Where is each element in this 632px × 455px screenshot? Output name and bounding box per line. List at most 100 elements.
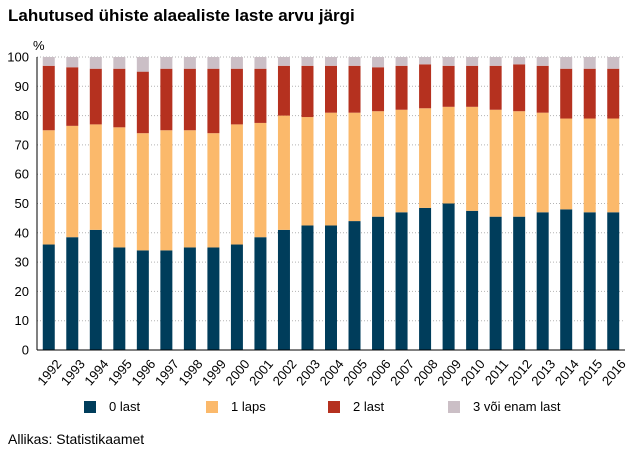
bar-segment bbox=[66, 125, 79, 238]
bar-segment bbox=[348, 65, 361, 113]
bar-segment bbox=[325, 65, 337, 113]
bar-segment bbox=[536, 65, 549, 113]
y-tick-label: 60 bbox=[15, 167, 29, 182]
bar-segment bbox=[442, 106, 455, 204]
legend-swatch bbox=[448, 400, 460, 413]
bar-segment bbox=[183, 68, 196, 131]
y-tick-label: 0 bbox=[22, 343, 29, 358]
bar-segment bbox=[607, 57, 620, 69]
bar-segment bbox=[254, 68, 267, 123]
x-tick-labels: 1992199319941995199619971998199920002001… bbox=[34, 356, 629, 388]
bar-segment bbox=[136, 133, 149, 251]
bar-segment bbox=[136, 71, 149, 134]
bar-segment bbox=[466, 106, 479, 211]
legend: 0 last 1 laps 2 last 3 või enam last bbox=[0, 399, 632, 419]
source-note: Allikas: Statistikaamet bbox=[8, 431, 145, 447]
bar-segment bbox=[183, 130, 196, 248]
bar-segment bbox=[113, 247, 126, 350]
bar-segment bbox=[325, 112, 337, 226]
bar-segment bbox=[301, 65, 314, 118]
bar-segment bbox=[489, 216, 502, 350]
bar-segment bbox=[372, 67, 385, 112]
bar-segment bbox=[536, 212, 549, 350]
bar-segment bbox=[560, 57, 573, 69]
x-tick-label: 2012 bbox=[505, 356, 535, 388]
y-tick-label: 80 bbox=[15, 108, 29, 123]
x-tick-label: 2005 bbox=[340, 356, 370, 388]
bar-segment bbox=[277, 229, 290, 350]
bar-segment bbox=[277, 65, 290, 116]
bar-segment bbox=[254, 57, 267, 69]
legend-item: 3 või enam last bbox=[448, 399, 560, 414]
bar-segment bbox=[419, 207, 432, 350]
bar-segment bbox=[230, 244, 243, 350]
bar-segment bbox=[183, 57, 196, 69]
x-tick-label: 1997 bbox=[152, 356, 182, 388]
bar-segment bbox=[536, 112, 549, 213]
bar-segment bbox=[113, 57, 126, 69]
bar-segment bbox=[113, 127, 126, 248]
legend-item: 1 laps bbox=[206, 399, 266, 414]
bar-segment bbox=[136, 250, 149, 350]
y-tick-label: 10 bbox=[15, 313, 29, 328]
bar-segment bbox=[113, 68, 126, 128]
bar-segment bbox=[489, 109, 502, 217]
legend-swatch bbox=[206, 400, 218, 413]
legend-label: 3 või enam last bbox=[473, 399, 561, 414]
bar-segment bbox=[160, 250, 173, 350]
bar-segment bbox=[560, 68, 573, 119]
x-tick-label: 1992 bbox=[34, 356, 64, 388]
bar-segment bbox=[395, 212, 408, 350]
bar-segment bbox=[160, 130, 173, 251]
bar-segment bbox=[513, 111, 526, 217]
x-tick-label: 1999 bbox=[199, 356, 229, 388]
legend-swatch bbox=[328, 400, 340, 413]
x-tick-label: 2011 bbox=[482, 356, 511, 387]
bar-segment bbox=[372, 111, 385, 217]
bar-segment bbox=[160, 57, 173, 69]
x-tick-label: 2001 bbox=[246, 356, 276, 388]
bar-segment bbox=[419, 64, 432, 109]
bars bbox=[42, 57, 620, 350]
legend-label: 1 laps bbox=[231, 399, 266, 414]
bar-segment bbox=[583, 68, 596, 119]
bar-segment bbox=[536, 57, 549, 66]
x-tick-label: 2013 bbox=[528, 356, 558, 388]
bar-segment bbox=[325, 57, 337, 66]
x-tick-label: 2003 bbox=[293, 356, 323, 388]
bar-segment bbox=[466, 65, 479, 107]
y-tick-label: 50 bbox=[15, 196, 29, 211]
bar-segment bbox=[513, 57, 526, 65]
bar-segment bbox=[442, 203, 455, 350]
bar-segment bbox=[513, 216, 526, 350]
bar-segment bbox=[372, 216, 385, 350]
x-tick-label: 2002 bbox=[270, 356, 300, 388]
bar-segment bbox=[301, 57, 314, 66]
y-tick-label: 30 bbox=[15, 255, 29, 270]
bar-segment bbox=[183, 247, 196, 350]
bar-segment bbox=[136, 57, 149, 72]
x-tick-label: 1996 bbox=[128, 356, 158, 388]
legend-item: 0 last bbox=[84, 399, 140, 414]
bar-segment bbox=[42, 130, 55, 245]
bar-segment bbox=[348, 57, 361, 66]
y-tick-label: 40 bbox=[15, 225, 29, 240]
x-tick-label: 2008 bbox=[411, 356, 441, 388]
y-tick-label: 90 bbox=[15, 79, 29, 94]
y-tick-label: 100 bbox=[7, 50, 29, 65]
x-tick-label: 1995 bbox=[105, 356, 135, 388]
bar-segment bbox=[66, 67, 79, 126]
bar-segment bbox=[207, 247, 220, 350]
x-tick-label: 2014 bbox=[552, 356, 582, 388]
bar-segment bbox=[419, 108, 432, 208]
bar-segment bbox=[372, 57, 385, 68]
bar-segment bbox=[583, 212, 596, 350]
bar-segment bbox=[42, 65, 55, 131]
bar-segment bbox=[607, 212, 620, 350]
y-tick-label: 70 bbox=[15, 137, 29, 152]
x-tick-label: 2015 bbox=[575, 356, 605, 388]
bar-segment bbox=[254, 237, 267, 350]
bar-segment bbox=[395, 65, 408, 110]
bar-segment bbox=[513, 64, 526, 112]
